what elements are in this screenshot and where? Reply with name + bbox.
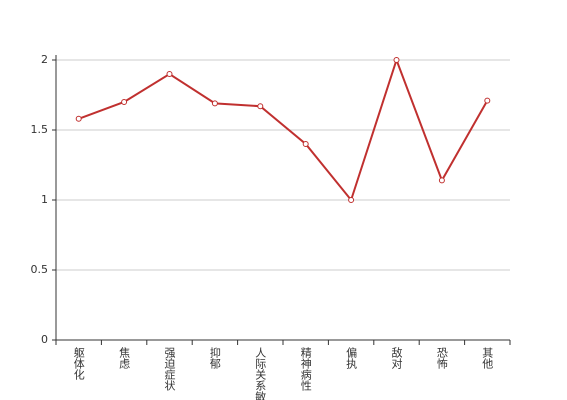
marker: [302, 141, 309, 147]
x-tick-label: 偏执: [345, 346, 358, 370]
x-tick-label: 强迫症状: [163, 347, 176, 391]
x-tick-label: 人际关系敏感: [254, 347, 267, 400]
marker: [348, 197, 355, 203]
marker: [438, 177, 445, 184]
y-tick-label: 0: [41, 333, 48, 346]
x-tick-label: 精神病性: [299, 347, 312, 392]
marker: [393, 57, 400, 63]
marker: [75, 115, 82, 122]
marker: [257, 103, 264, 110]
x-tick-label: 焦虑: [118, 347, 131, 369]
marker: [166, 71, 173, 77]
y-tick-label: 1: [41, 193, 48, 206]
x-tick-label: 抑郁: [208, 346, 221, 369]
marker: [121, 99, 128, 105]
y-tick-label: 0.5: [31, 263, 49, 276]
line: [78, 56, 489, 203]
marker: [211, 100, 218, 107]
x-tick-label: 其他: [481, 347, 494, 369]
y-tick-label: 1.5: [31, 123, 49, 136]
y-tick-label: 2: [41, 53, 48, 66]
x-tick-label: 躯体化: [72, 347, 85, 381]
marker: [484, 97, 491, 104]
x-tick-label: 敌对: [390, 346, 403, 369]
x-tick-label: 恐怖: [435, 347, 448, 369]
